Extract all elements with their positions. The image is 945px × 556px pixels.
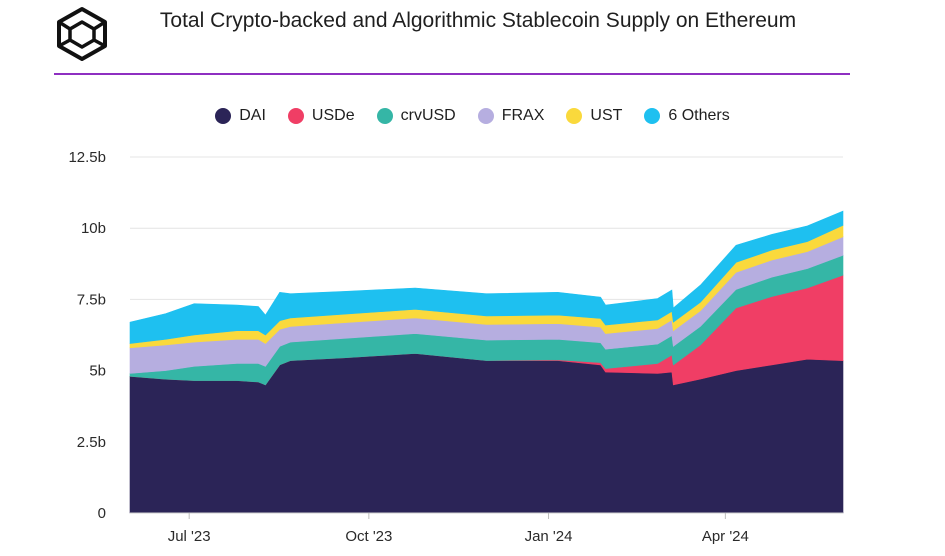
title-divider bbox=[54, 73, 850, 75]
legend-item-6-others[interactable]: 6 Others bbox=[644, 107, 730, 125]
legend-item-ust[interactable]: UST bbox=[566, 107, 622, 125]
legend-swatch bbox=[644, 108, 661, 124]
legend-swatch bbox=[566, 108, 583, 124]
legend-item-usde[interactable]: USDe bbox=[287, 107, 355, 125]
cube-logo-icon bbox=[57, 7, 107, 61]
y-tick-label: 0 bbox=[98, 505, 106, 522]
legend-swatch bbox=[477, 108, 494, 124]
y-tick-label: 7.5b bbox=[77, 291, 106, 308]
legend-item-frax[interactable]: FRAX bbox=[477, 107, 545, 125]
chart-title: Total Crypto-backed and Algorithmic Stab… bbox=[159, 9, 797, 32]
legend-label: 6 Others bbox=[668, 107, 730, 124]
y-tick-label: 5b bbox=[89, 363, 106, 380]
y-tick-label: 10b bbox=[81, 220, 106, 237]
chart-legend: DAI USDe crvUSD FRAX UST 6 Others bbox=[0, 107, 945, 125]
legend-item-crvusd[interactable]: crvUSD bbox=[376, 107, 456, 125]
legend-label: UST bbox=[590, 107, 623, 124]
legend-label: crvUSD bbox=[400, 107, 456, 124]
legend-swatch bbox=[215, 108, 232, 124]
legend-label: DAI bbox=[239, 107, 266, 124]
x-tick-label: Jul '23 bbox=[168, 528, 211, 545]
legend-label: FRAX bbox=[501, 107, 545, 124]
area-series-6-others bbox=[129, 210, 844, 344]
legend-item-dai[interactable]: DAI bbox=[215, 107, 266, 125]
legend-swatch bbox=[287, 108, 304, 124]
x-tick-label: Jan '24 bbox=[525, 528, 573, 545]
legend-swatch bbox=[376, 108, 393, 124]
x-tick-label: Oct '23 bbox=[345, 528, 392, 545]
y-tick-label: 2.5b bbox=[77, 434, 106, 451]
legend-label: USDe bbox=[311, 107, 355, 124]
y-tick-label: 12.5b bbox=[68, 149, 106, 166]
x-tick-label: Apr '24 bbox=[702, 528, 749, 545]
